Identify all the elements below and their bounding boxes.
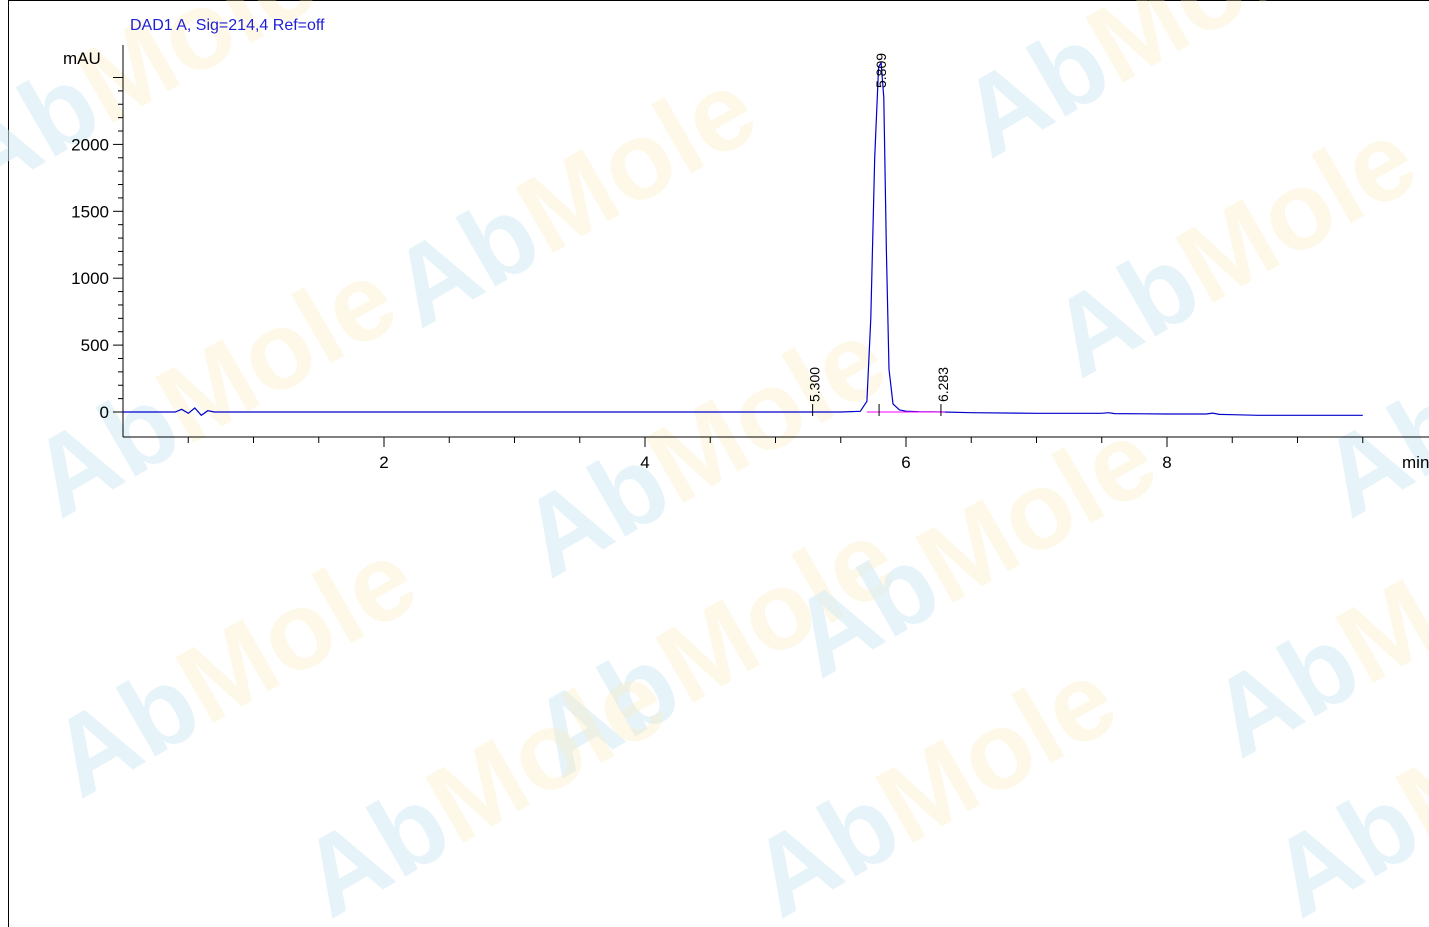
watermark-text: AbMole [281, 636, 686, 927]
y-axis-label: mAU [63, 49, 101, 68]
y-tick-label: 500 [81, 336, 109, 355]
x-tick-label: 4 [640, 453, 649, 472]
y-tick-label: 0 [100, 403, 109, 422]
chromatogram-trace [123, 60, 1363, 417]
chart-frame [8, 0, 1429, 927]
y-tick-label: 1000 [71, 269, 109, 288]
watermark-text: AbMole [1031, 96, 1429, 401]
chart-title: DAD1 A, Sig=214,4 Ref=off [130, 17, 325, 34]
x-tick-label: 2 [379, 453, 388, 472]
x-axis-label: min [1402, 453, 1429, 472]
watermark-text: AbMole [1301, 236, 1429, 541]
peak-label: 6.283 [935, 367, 951, 402]
axes: 0 500 1000 1500 2000 2 4 6 8 [71, 45, 1429, 472]
y-tick-label: 2000 [71, 135, 109, 154]
x-tick-label: 8 [1162, 453, 1171, 472]
y-tick-label: 1500 [71, 202, 109, 221]
watermark-text: AbMole [731, 636, 1136, 927]
x-tick-label: 6 [901, 453, 910, 472]
watermark-text: AbMole [371, 46, 776, 351]
plot-area: 5.300 5.809 6.283 [123, 53, 1363, 417]
peak-label: 5.809 [873, 53, 889, 88]
watermark-text: AbMole [31, 516, 436, 821]
peak-label: 5.300 [807, 367, 823, 402]
